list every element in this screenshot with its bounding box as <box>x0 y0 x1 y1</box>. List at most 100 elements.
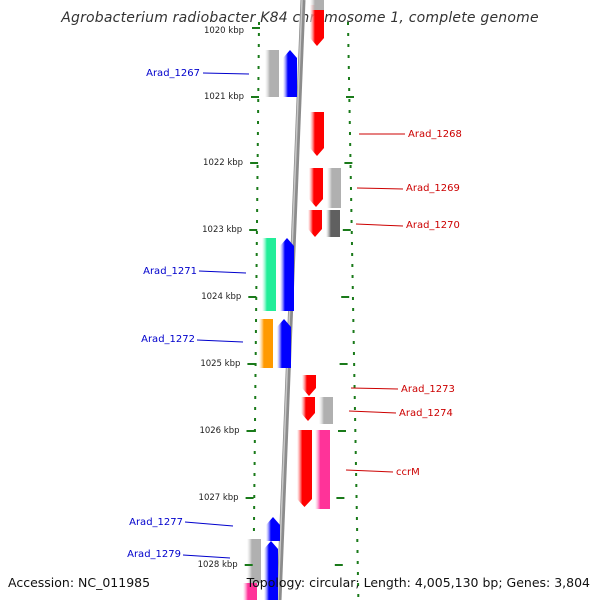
track-dot <box>351 264 354 267</box>
track-dot <box>254 341 257 344</box>
track-dot <box>254 385 257 388</box>
scale-tick <box>341 296 350 298</box>
track-dot <box>354 440 357 443</box>
track-dot <box>354 429 357 432</box>
gene-feature <box>265 50 279 97</box>
track-dot <box>351 297 354 300</box>
gene-arrow <box>310 5 324 46</box>
track-dot <box>348 110 351 113</box>
track-dot <box>348 121 351 124</box>
track-dot <box>356 572 359 575</box>
track-dot <box>257 77 260 80</box>
track-dot <box>255 275 258 278</box>
track-dot <box>256 165 259 168</box>
gene-arrow <box>310 112 324 156</box>
scale-tick <box>246 430 255 432</box>
leader-line <box>345 469 394 473</box>
leader-line <box>348 410 397 414</box>
track-dot <box>253 440 256 443</box>
track-dot <box>355 473 358 476</box>
gene-labels: Arad_1267 Arad_1271 Arad_1272 Arad_1277 Arad… <box>127 68 462 560</box>
track-dot <box>352 308 355 311</box>
track-dot <box>256 187 259 190</box>
scale-tick <box>346 96 354 98</box>
accession-text: Accession: NC_011985 <box>8 575 151 590</box>
genome-summary-text: Topology: circular; Length: 4,005,130 bp… <box>246 575 590 590</box>
gene-arrow <box>308 210 322 237</box>
scale-tick <box>247 363 256 365</box>
track-dot <box>256 220 259 223</box>
track-dot <box>256 132 259 135</box>
track-dot <box>350 209 353 212</box>
track-dot <box>353 374 356 377</box>
track-dot <box>350 198 353 201</box>
scale-tick <box>245 497 254 499</box>
track-dot <box>354 418 357 421</box>
gene-label: Arad_1267 <box>146 68 200 79</box>
track-dot <box>347 22 349 25</box>
gene-label: Arad_1279 <box>127 549 181 560</box>
track-dot <box>347 33 350 36</box>
track-dot <box>349 187 352 190</box>
track-dot <box>257 99 260 102</box>
gene-label: Arad_1274 <box>399 408 453 419</box>
track-dot <box>353 385 356 388</box>
track-dot <box>355 495 358 498</box>
track-dot <box>348 132 351 135</box>
gene-features <box>243 0 341 600</box>
track-dot <box>253 495 256 498</box>
gene-label: Arad_1271 <box>143 266 197 277</box>
track-dot <box>257 33 260 36</box>
scale-tick <box>252 27 260 29</box>
track-dot <box>347 66 350 69</box>
track-dot <box>354 451 357 454</box>
leader-line <box>198 270 247 274</box>
track-dot <box>350 242 353 245</box>
leader-line <box>356 187 404 190</box>
track-dot <box>348 99 351 102</box>
track-dot <box>253 484 256 487</box>
track-dot <box>357 583 360 586</box>
gene-label: Arad_1269 <box>406 183 460 194</box>
track-dots <box>252 22 360 597</box>
gene-arrow <box>301 397 315 421</box>
track-dot <box>254 374 257 377</box>
track-dot <box>256 143 259 146</box>
track-dot <box>352 352 355 355</box>
gene-label: Arad_1270 <box>406 220 460 231</box>
scale-tick <box>336 497 345 499</box>
scale-tick <box>250 162 259 164</box>
gene-arrow <box>309 168 323 207</box>
scale-label: 1023 kbp <box>202 225 242 235</box>
track-dot <box>256 209 259 212</box>
track-dot <box>351 275 354 278</box>
track-dot <box>254 363 257 366</box>
track-dot <box>253 451 256 454</box>
track-dot <box>254 407 257 410</box>
track-dot <box>356 561 359 564</box>
track-dot <box>256 154 259 157</box>
gene-arrow <box>266 517 280 541</box>
track-dot <box>354 462 357 465</box>
gene-arrow <box>283 50 297 97</box>
scale-tick <box>244 564 253 566</box>
gene-feature <box>319 397 333 424</box>
track-dot <box>256 198 259 201</box>
track-dot <box>255 308 258 311</box>
track-dot <box>255 253 258 256</box>
track-dot <box>353 363 356 366</box>
track-dot <box>353 396 356 399</box>
track-dot <box>255 286 258 289</box>
gene-arrow <box>277 319 291 368</box>
track-dot <box>348 88 351 91</box>
scale-label: 1025 kbp <box>200 359 240 369</box>
gene-label: Arad_1277 <box>129 517 183 528</box>
gene-feature <box>315 430 330 509</box>
track-dot <box>347 77 350 80</box>
track-dot <box>257 55 260 58</box>
track-dot <box>351 286 354 289</box>
gene-feature <box>247 539 261 583</box>
scale-tick <box>334 564 343 566</box>
